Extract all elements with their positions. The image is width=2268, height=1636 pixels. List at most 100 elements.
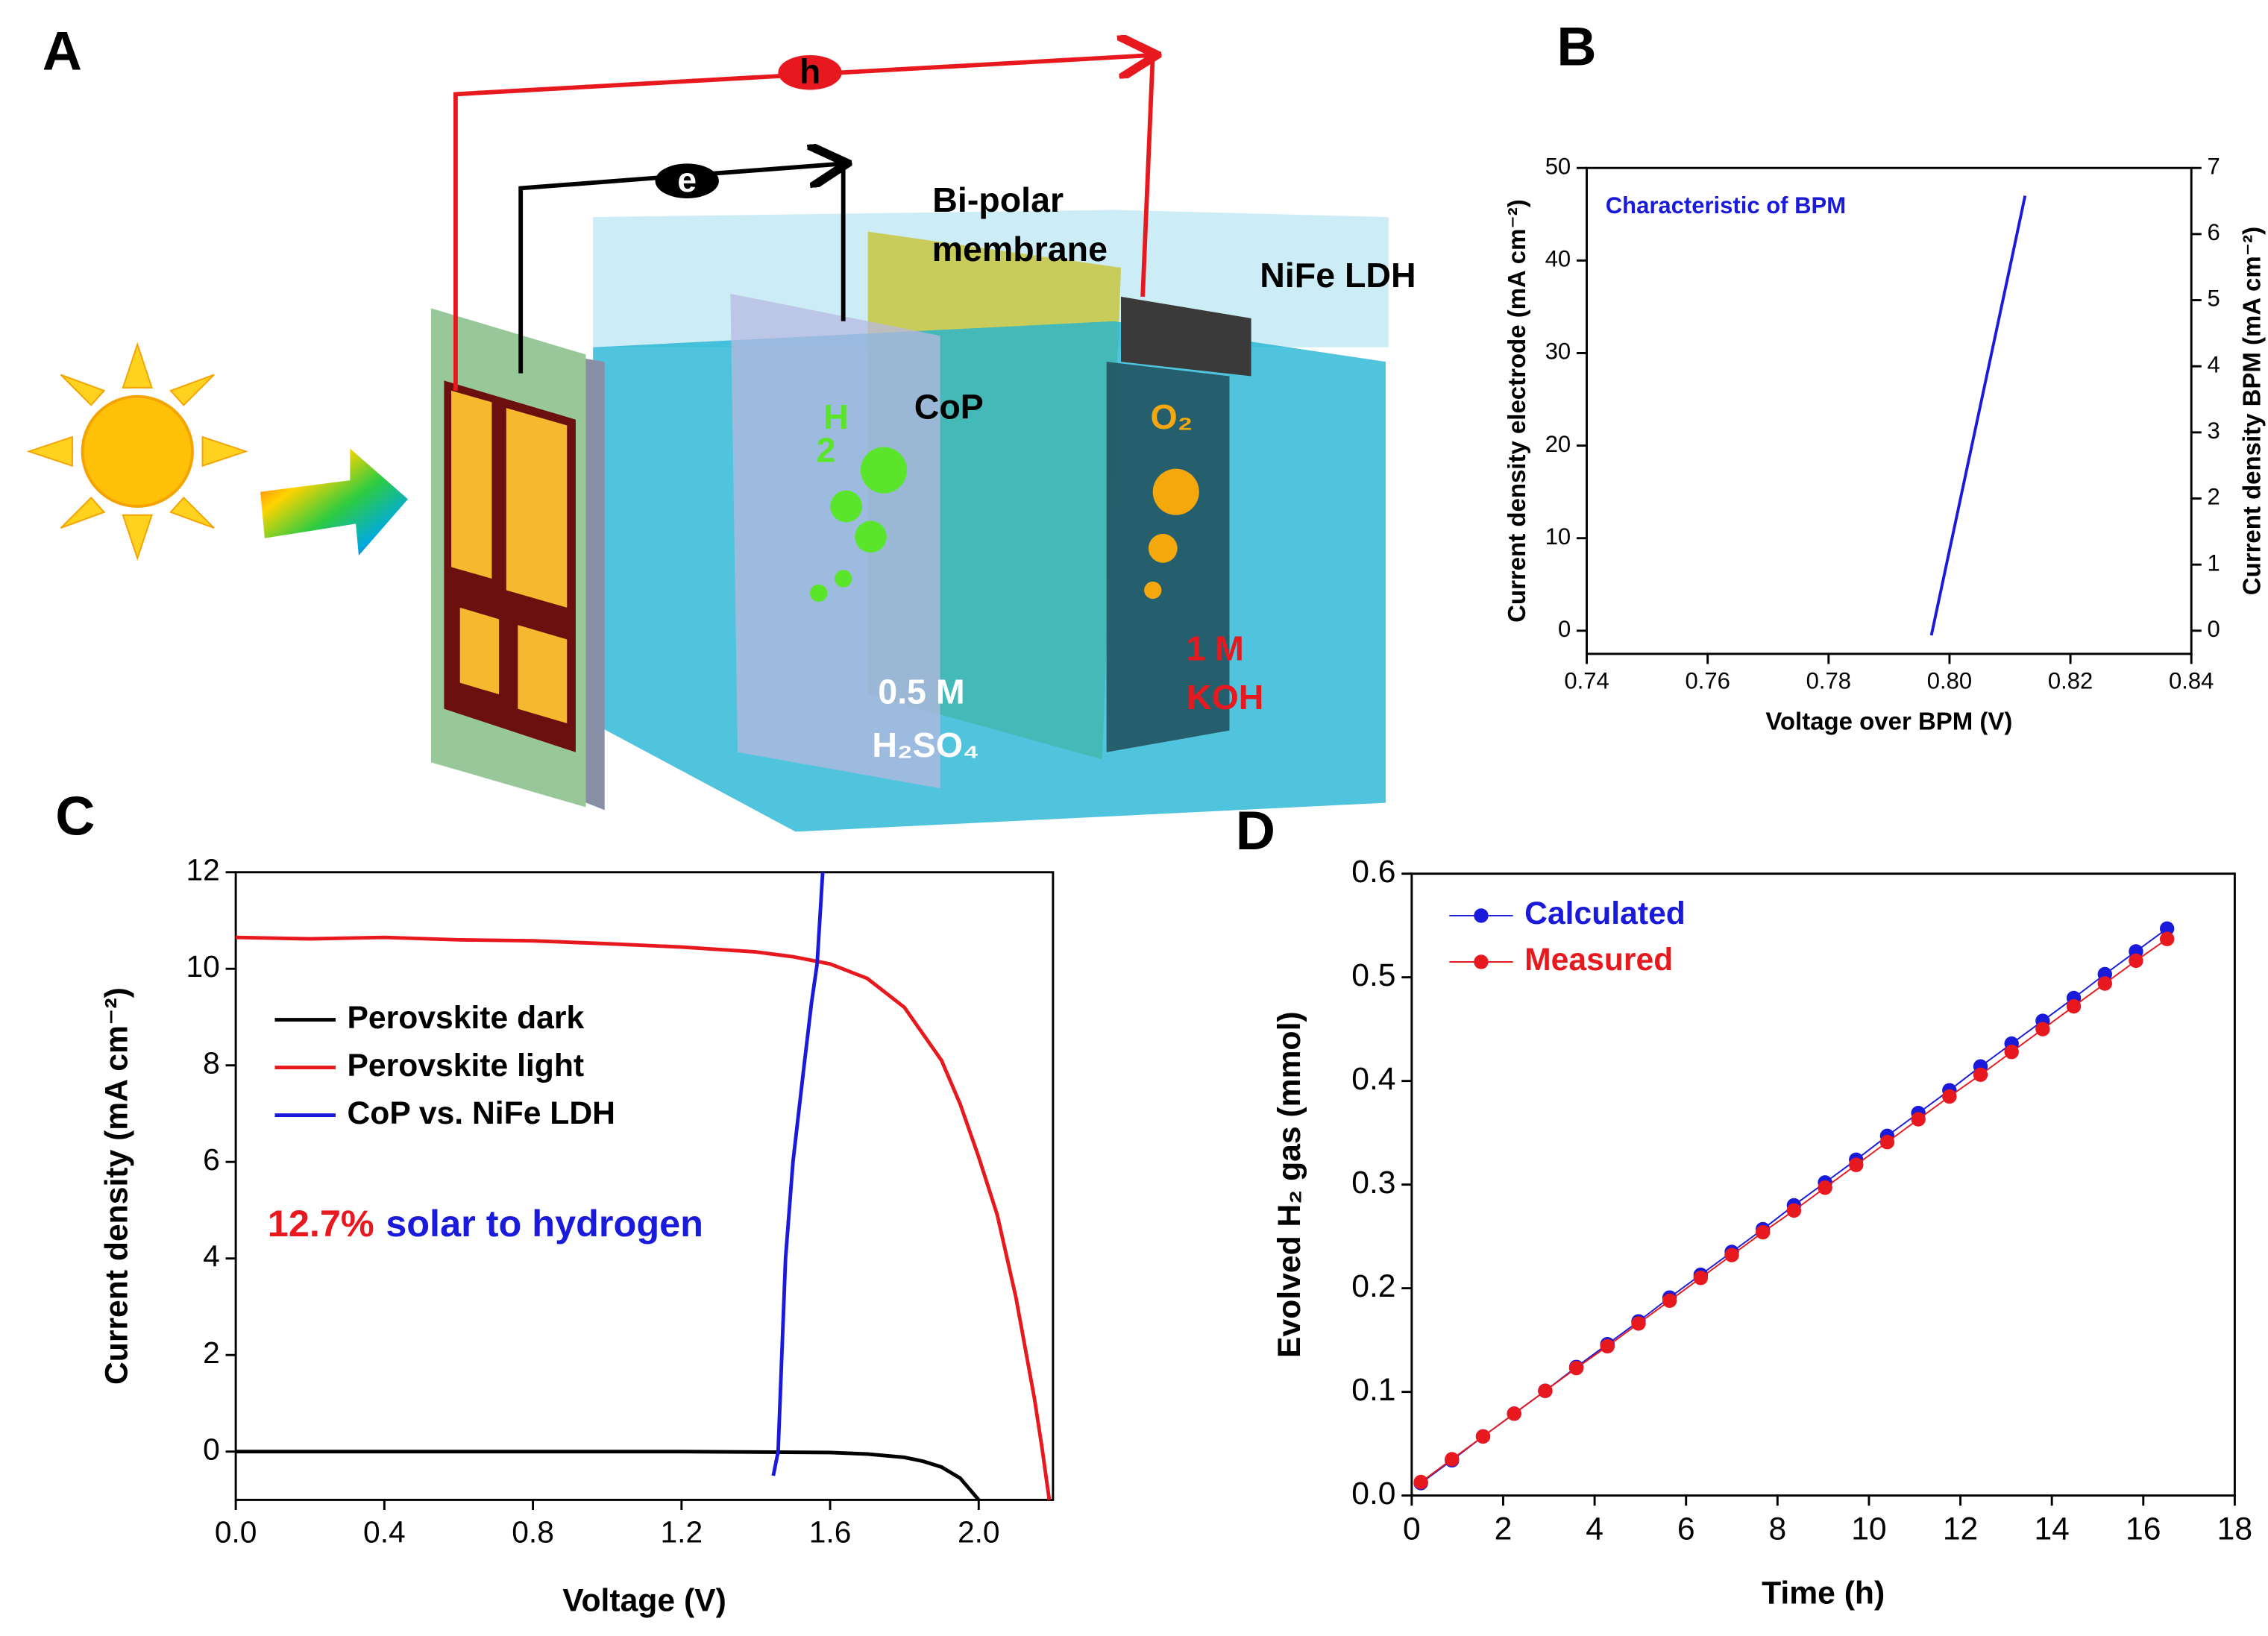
page: A bbox=[0, 0, 2268, 1636]
data-point bbox=[1569, 1361, 1583, 1375]
data-point bbox=[1445, 1452, 1459, 1466]
data-point bbox=[1787, 1204, 1801, 1218]
y-tick-label: 0.1 bbox=[1351, 1372, 1395, 1408]
y-axis-title: Current density (mA cm⁻²) bbox=[98, 987, 134, 1385]
data-point bbox=[1413, 1475, 1427, 1489]
y2-axis-title: Current density BPM (mA cm⁻²) bbox=[2237, 227, 2265, 595]
legend-label: Calculated bbox=[1524, 896, 1686, 931]
data-point bbox=[1849, 1158, 1863, 1172]
anode-label: NiFe LDH bbox=[1260, 256, 1416, 295]
data-point bbox=[1942, 1089, 1956, 1104]
x-tick-label: 6 bbox=[1677, 1511, 1695, 1547]
base-label: 1 M bbox=[1186, 629, 1244, 667]
y2-tick-label: 2 bbox=[2208, 484, 2220, 510]
o2-label: O₂ bbox=[1150, 397, 1193, 436]
legend-label: CoP vs. NiFe LDH bbox=[347, 1095, 615, 1131]
annotation: solar to hydrogen bbox=[386, 1202, 703, 1245]
cathode-label: CoP bbox=[914, 387, 984, 426]
base-label: KOH bbox=[1187, 678, 1263, 717]
x-tick-label: 0.82 bbox=[2048, 667, 2093, 693]
y-tick-label: 8 bbox=[203, 1045, 220, 1080]
legend-label: Perovskite dark bbox=[347, 1000, 584, 1036]
y-tick-label: 0.4 bbox=[1351, 1061, 1395, 1097]
x-tick-label: 0.4 bbox=[363, 1514, 406, 1549]
x-tick-label: 10 bbox=[1851, 1511, 1886, 1547]
y2-tick-label: 5 bbox=[2208, 286, 2220, 312]
annotation: 12.7% bbox=[268, 1202, 374, 1245]
panel-label: D bbox=[1236, 799, 1275, 861]
water bbox=[593, 321, 1386, 832]
y2-tick-label: 3 bbox=[2208, 418, 2220, 444]
x-tick-label: 0.74 bbox=[1564, 667, 1609, 693]
x-tick-label: 12 bbox=[1943, 1511, 1978, 1547]
membrane-label: Bi-polar bbox=[932, 180, 1064, 219]
x-tick-label: 0.8 bbox=[512, 1514, 554, 1549]
data-point bbox=[2129, 954, 2143, 968]
y-tick-label: 40 bbox=[1545, 246, 1571, 272]
panel-label: B bbox=[1556, 16, 1596, 78]
data-point bbox=[1973, 1068, 1988, 1082]
y2-tick-label: 1 bbox=[2208, 550, 2220, 576]
y-tick-label: 10 bbox=[186, 949, 219, 984]
y2-tick-label: 4 bbox=[2208, 351, 2220, 377]
x-tick-label: 2 bbox=[1495, 1511, 1512, 1547]
x-tick-label: 4 bbox=[1586, 1511, 1603, 1547]
data-point bbox=[2005, 1045, 2019, 1059]
data-point bbox=[1818, 1180, 1832, 1195]
y-tick-label: 0 bbox=[1558, 616, 1571, 642]
data-point bbox=[1756, 1225, 1770, 1239]
hole-symbol: h bbox=[800, 51, 820, 90]
legend-marker bbox=[1474, 908, 1488, 922]
x-axis-title: Voltage (V) bbox=[562, 1582, 726, 1618]
y-axis-title: Current density electrode (mA cm⁻²) bbox=[1503, 199, 1530, 623]
x-tick-label: 16 bbox=[2126, 1511, 2161, 1547]
electron-symbol: e bbox=[677, 160, 697, 199]
x-tick-label: 0.78 bbox=[1806, 667, 1851, 693]
data-point bbox=[1694, 1271, 1708, 1285]
x-tick-label: 0.84 bbox=[2169, 667, 2214, 693]
figure: A bbox=[0, 0, 2268, 1636]
y-tick-label: 12 bbox=[186, 852, 219, 887]
y-tick-label: 50 bbox=[1545, 153, 1571, 179]
annotation: Characteristic of BPM bbox=[1606, 192, 1846, 218]
acid-label: H₂SO₄ bbox=[872, 726, 979, 764]
data-point bbox=[1911, 1112, 1925, 1126]
data-point bbox=[1538, 1384, 1552, 1398]
y-tick-label: 10 bbox=[1545, 523, 1571, 550]
x-axis-title: Time (h) bbox=[1762, 1576, 1885, 1611]
data-point bbox=[1476, 1429, 1490, 1444]
sun bbox=[29, 344, 246, 559]
membrane-label: membrane bbox=[932, 230, 1108, 268]
h2-label: 2 bbox=[816, 431, 835, 470]
x-tick-label: 0.0 bbox=[215, 1514, 257, 1549]
x-tick-label: 1.2 bbox=[661, 1514, 703, 1549]
x-tick-label: 14 bbox=[2034, 1511, 2069, 1547]
data-point bbox=[1724, 1248, 1738, 1262]
plot-frame bbox=[1587, 168, 2192, 654]
x-tick-label: 0 bbox=[1403, 1511, 1421, 1547]
x-tick-label: 8 bbox=[1768, 1511, 1786, 1547]
y-tick-label: 2 bbox=[203, 1335, 220, 1370]
x-tick-label: 18 bbox=[2217, 1511, 2252, 1547]
light-arrow bbox=[260, 448, 408, 556]
y-tick-label: 0.5 bbox=[1351, 957, 1395, 993]
y-tick-label: 0.3 bbox=[1351, 1165, 1395, 1201]
panel-label: A bbox=[43, 19, 82, 81]
x-axis-title: Voltage over BPM (V) bbox=[1765, 708, 2012, 735]
data-point bbox=[1631, 1316, 1645, 1330]
data-point bbox=[2067, 999, 2081, 1013]
y2-tick-label: 6 bbox=[2208, 219, 2220, 245]
x-tick-label: 1.6 bbox=[809, 1514, 852, 1549]
series-line bbox=[236, 1452, 978, 1500]
legend-label: Measured bbox=[1524, 942, 1673, 978]
x-tick-label: 2.0 bbox=[958, 1514, 1000, 1549]
legend-marker bbox=[1474, 954, 1488, 969]
y-tick-label: 0 bbox=[203, 1432, 220, 1466]
y-tick-label: 4 bbox=[203, 1239, 220, 1273]
x-tick-label: 0.80 bbox=[1927, 667, 1972, 693]
data-point bbox=[1601, 1339, 1615, 1353]
y2-tick-label: 7 bbox=[2208, 153, 2220, 179]
y-tick-label: 0.0 bbox=[1351, 1476, 1395, 1511]
